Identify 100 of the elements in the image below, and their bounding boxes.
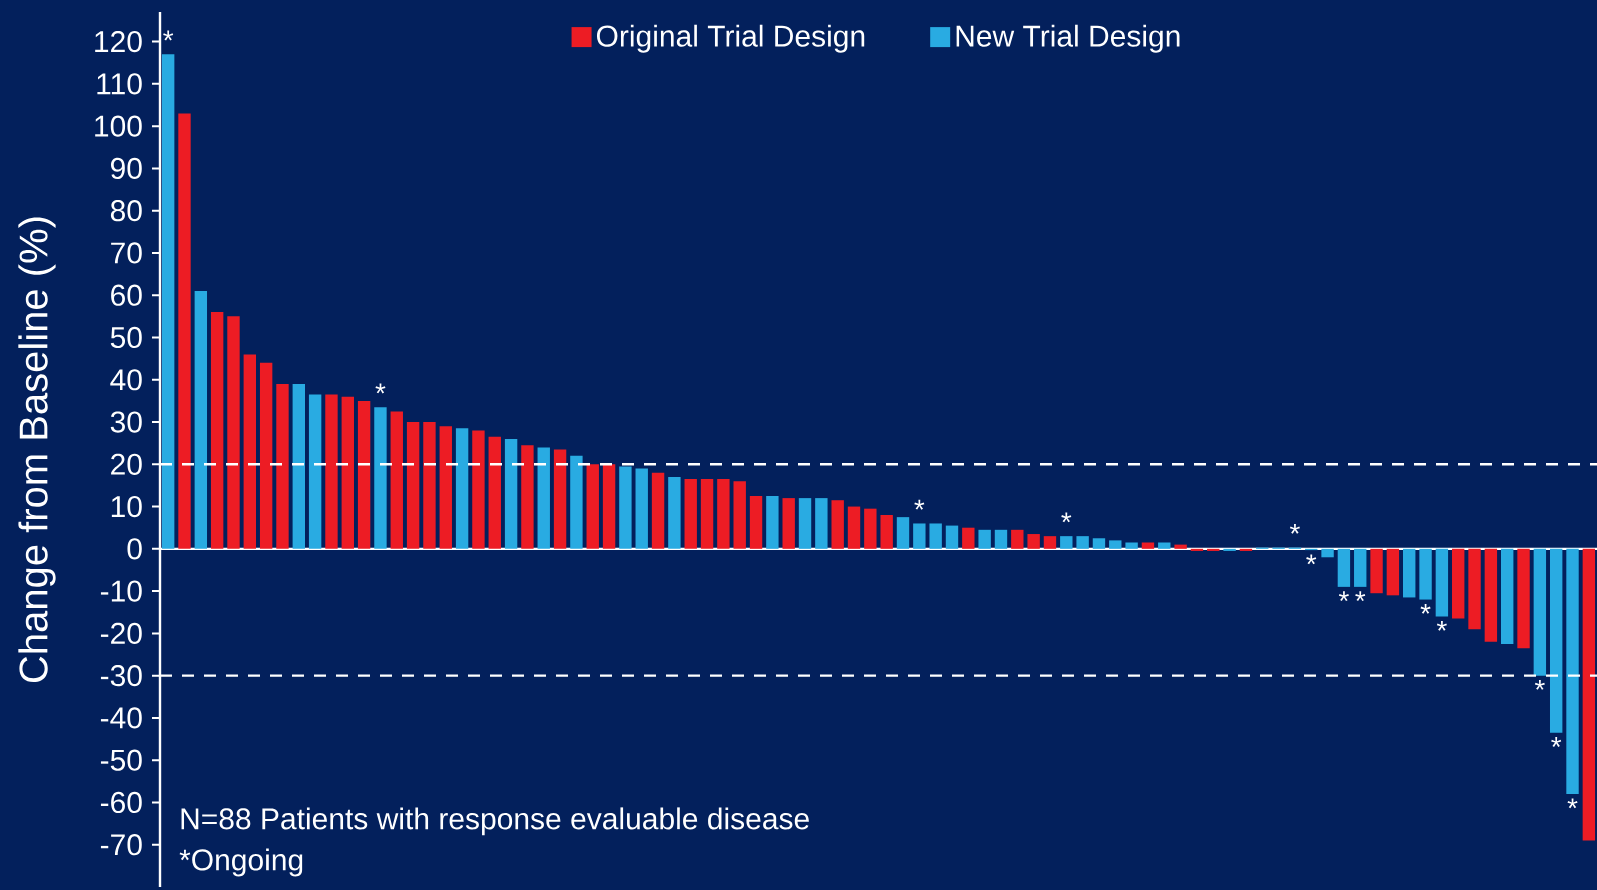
bar	[1239, 548, 1253, 551]
bar	[684, 479, 697, 549]
bar	[406, 422, 420, 549]
bar	[1141, 542, 1155, 549]
y-axis-title: Change from Baseline (%)	[18, 217, 56, 683]
data-label: *	[1567, 798, 1578, 809]
y-tick-label: 70	[111, 242, 142, 264]
bar	[782, 498, 795, 549]
bar	[178, 113, 191, 549]
y-tick-label: 50	[110, 326, 142, 349]
annotation: N=88 Patients with response evaluable disease	[181, 807, 809, 836]
bar	[439, 426, 452, 549]
legend-label: Original Trial Design	[596, 24, 865, 53]
bar	[308, 394, 322, 549]
bar	[1419, 548, 1432, 600]
bar	[1370, 548, 1383, 594]
bar	[668, 476, 681, 549]
y-tick-label: 10	[111, 495, 142, 518]
data-label: *	[914, 499, 925, 510]
bar	[700, 479, 714, 549]
bar	[455, 428, 469, 549]
data-label: *	[375, 383, 386, 394]
bar	[1207, 548, 1220, 551]
bar	[325, 394, 338, 549]
data-label: *	[1551, 737, 1562, 747]
y-tick-label: 80	[110, 200, 142, 222]
bar	[880, 515, 893, 549]
bar	[798, 498, 812, 549]
data-label: *	[1534, 680, 1545, 690]
bar	[1549, 548, 1563, 733]
data-label: *	[1061, 512, 1072, 523]
bar	[1435, 548, 1449, 617]
data-label: *	[1338, 591, 1349, 602]
bar	[553, 449, 567, 549]
bar	[635, 468, 648, 549]
data-label: *	[1306, 554, 1317, 565]
bar	[717, 479, 730, 549]
bar	[962, 527, 975, 549]
bar	[1076, 536, 1089, 549]
bar	[1125, 542, 1138, 549]
data-label: *	[1355, 591, 1366, 602]
bar	[1484, 548, 1498, 642]
y-tick-label: 90	[111, 157, 142, 179]
y-tick-label: -10	[100, 580, 142, 602]
bar	[945, 525, 959, 549]
bar	[864, 508, 877, 549]
bar	[1403, 548, 1416, 598]
bar	[1468, 548, 1481, 630]
bar	[1027, 534, 1040, 549]
bar	[521, 445, 534, 549]
bar	[161, 54, 175, 549]
bar	[651, 472, 665, 549]
bar	[1386, 548, 1400, 596]
bar	[619, 466, 632, 549]
y-tick-label: 0	[127, 538, 142, 560]
bar	[1043, 536, 1057, 549]
bar	[994, 529, 1008, 549]
y-tick-label: 120	[95, 30, 142, 53]
bar	[847, 506, 861, 549]
bar	[1321, 548, 1334, 558]
data-label: *	[163, 30, 174, 41]
bar	[488, 436, 501, 549]
bar	[766, 495, 779, 549]
bar	[749, 495, 763, 549]
bar	[1566, 548, 1579, 795]
data-label: *	[1289, 523, 1300, 534]
bar	[210, 312, 224, 549]
y-tick-label: 110	[97, 73, 142, 95]
y-tick-label: 30	[110, 411, 142, 433]
bar	[1158, 542, 1171, 549]
y-tick-label: -20	[100, 622, 142, 644]
bar	[374, 407, 387, 549]
bar	[423, 422, 436, 549]
bar	[1337, 548, 1351, 587]
legend-label: New Trial Design	[956, 24, 1180, 53]
bar	[1354, 548, 1367, 587]
bar	[1092, 538, 1106, 549]
bar	[537, 447, 550, 549]
bar	[1223, 548, 1236, 551]
bar	[1501, 548, 1514, 644]
bar	[1174, 544, 1187, 549]
y-tick-label: -40	[100, 707, 142, 729]
bar	[913, 523, 926, 549]
bar	[472, 430, 485, 549]
y-tick-label: 20	[111, 453, 142, 475]
bar	[1109, 540, 1122, 549]
bar	[259, 362, 273, 549]
bar	[341, 396, 354, 549]
bar	[1533, 548, 1547, 676]
y-tick-label: 40	[110, 369, 142, 391]
y-tick-label: -60	[100, 791, 142, 814]
data-label: *	[1436, 620, 1447, 631]
bar	[602, 464, 616, 549]
bar	[194, 290, 208, 549]
bar	[1060, 536, 1073, 549]
y-tick-label: 60	[111, 284, 142, 306]
y-tick-label: -30	[100, 665, 142, 687]
bar	[243, 354, 257, 549]
bar	[390, 411, 403, 549]
bar	[929, 523, 942, 549]
